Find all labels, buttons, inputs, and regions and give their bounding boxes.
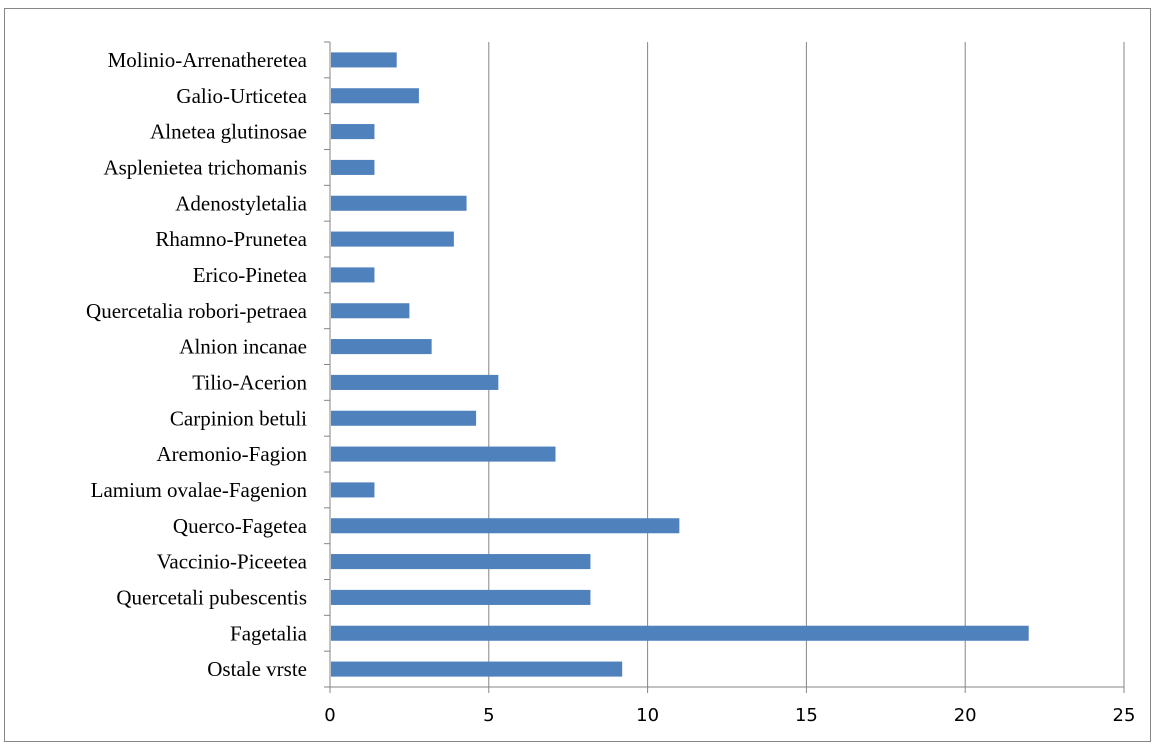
x-tick-label: 20 — [954, 705, 977, 726]
bar-adenostyletalia — [331, 195, 467, 211]
bar-erico-pinetea — [331, 267, 375, 283]
category-label: Molinio-Arrenatheretea — [108, 48, 308, 72]
category-label: Galio-Urticetea — [176, 84, 307, 108]
category-label: Erico-Pinetea — [193, 263, 308, 287]
bar-rhamno-prunetea — [331, 231, 454, 247]
bar-lamium-ovalae-fagenion — [331, 482, 375, 498]
category-label: Ostale vrste — [207, 657, 307, 681]
category-label: Carpinion betuli — [170, 406, 307, 430]
chart-frame — [4, 8, 1151, 742]
bar-quercetalia-robori-petraea — [331, 303, 410, 319]
bar-carpinion-betuli — [331, 410, 477, 426]
category-label: Vaccinio-Piceetea — [157, 550, 308, 574]
x-tick-label: 5 — [483, 705, 494, 726]
bar-alnion-incanae — [331, 339, 432, 355]
category-label: Aremonio-Fagion — [157, 442, 308, 466]
category-label: Alnetea glutinosae — [150, 120, 307, 144]
x-tick-label: 15 — [795, 705, 818, 726]
bar-asplenietea-trichomanis — [331, 159, 375, 175]
bar-fagetalia — [331, 625, 1029, 641]
category-label: Alnion incanae — [179, 335, 307, 359]
bar-tilio-acerion — [331, 374, 499, 390]
category-label: Quercetali pubescentis — [116, 585, 307, 609]
bar-galio-urticetea — [331, 88, 419, 104]
bar-molinio-arrenatheretea — [331, 52, 397, 68]
bar-aremonio-fagion — [331, 446, 556, 462]
x-tick-label: 0 — [324, 705, 335, 726]
category-label: Rhamno-Prunetea — [155, 227, 307, 251]
category-label: Quercetalia robori-petraea — [86, 299, 308, 323]
bar-alnetea-glutinosae — [331, 124, 375, 140]
x-tick-label: 10 — [636, 705, 659, 726]
category-label: Fagetalia — [230, 621, 308, 645]
bar-ostale-vrste — [331, 661, 623, 677]
bar-quercetali-pubescentis — [331, 589, 591, 605]
bar-querco-fagetea — [331, 518, 680, 534]
category-label: Querco-Fagetea — [173, 514, 308, 538]
category-label: Adenostyletalia — [175, 191, 307, 215]
category-label: Tilio-Acerion — [192, 370, 307, 394]
category-label: Lamium ovalae-Fagenion — [91, 478, 308, 502]
x-tick-label: 25 — [1113, 705, 1136, 726]
category-label: Asplenietea trichomanis — [103, 155, 307, 179]
bar-vaccinio-piceetea — [331, 554, 591, 570]
